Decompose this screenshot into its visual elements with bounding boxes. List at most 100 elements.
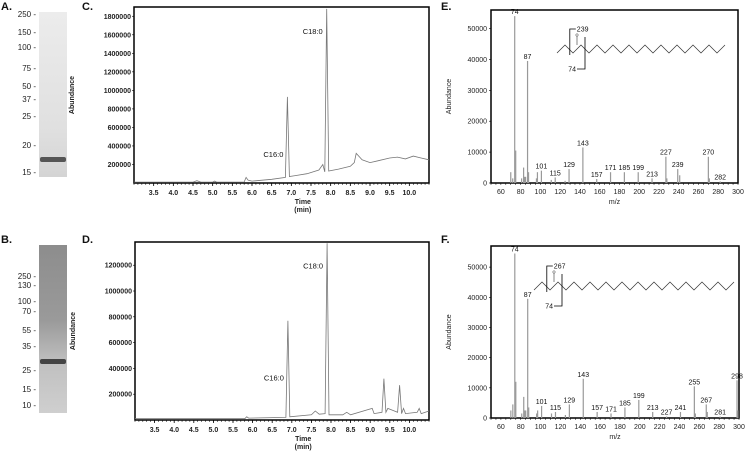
svg-text:Time: Time — [295, 199, 311, 206]
svg-text:9.5: 9.5 — [385, 427, 395, 434]
marker-label: 25 - — [22, 112, 36, 121]
svg-text:6.5: 6.5 — [267, 427, 277, 434]
svg-text:260: 260 — [693, 424, 705, 431]
svg-text:267: 267 — [700, 397, 712, 404]
svg-text:74: 74 — [511, 9, 519, 16]
svg-text:199: 199 — [633, 393, 645, 400]
svg-text:200: 200 — [633, 189, 645, 196]
svg-text:1200000: 1200000 — [104, 69, 131, 76]
svg-text:10.0: 10.0 — [403, 427, 417, 434]
svg-text:200000: 200000 — [109, 392, 132, 399]
svg-text:120: 120 — [555, 424, 567, 431]
svg-text:8.5: 8.5 — [345, 190, 355, 197]
svg-text:1600000: 1600000 — [104, 32, 131, 39]
svg-text:9.5: 9.5 — [385, 190, 395, 197]
svg-text:1800000: 1800000 — [104, 14, 131, 21]
svg-text:3.5: 3.5 — [149, 190, 159, 197]
svg-text:200: 200 — [634, 424, 646, 431]
panel-label-d: D. — [82, 234, 93, 246]
marker-label: 15 - — [22, 385, 36, 394]
svg-text:(min): (min) — [295, 444, 312, 451]
western-blot-a: 250 - 150 - 100 - 75 - 50 - 37 - 25 - 20 - 15 - — [0, 0, 80, 190]
svg-text:50000: 50000 — [468, 265, 488, 272]
marker-label: 150 - — [17, 28, 36, 37]
svg-text:157: 157 — [591, 405, 603, 412]
svg-text:Time: Time — [295, 436, 311, 443]
svg-text:74: 74 — [545, 304, 553, 311]
svg-text:199: 199 — [632, 165, 644, 172]
svg-text:143: 143 — [577, 140, 589, 147]
svg-text:800000: 800000 — [108, 106, 131, 113]
marker-label: 100 - — [17, 43, 36, 52]
svg-text:400000: 400000 — [108, 143, 131, 150]
blot-lane — [39, 245, 67, 413]
marker-label: 250 - — [17, 10, 36, 19]
marker-label: 20 - — [22, 141, 36, 150]
svg-text:160: 160 — [594, 424, 606, 431]
svg-text:40000: 40000 — [468, 295, 488, 302]
svg-text:Abundance: Abundance — [446, 314, 453, 350]
panel-label-b: B. — [1, 234, 12, 246]
svg-text:100: 100 — [535, 189, 547, 196]
svg-text:101: 101 — [536, 399, 548, 406]
svg-text:260: 260 — [693, 189, 705, 196]
svg-text:143: 143 — [577, 372, 589, 379]
marker-label: 70 - — [22, 307, 36, 316]
panel-label-a: A. — [1, 1, 12, 13]
svg-text:185: 185 — [619, 400, 631, 407]
svg-text:8.0: 8.0 — [326, 190, 336, 197]
svg-text:213: 213 — [647, 405, 659, 412]
svg-text:0: 0 — [483, 416, 487, 423]
marker-label: 25 - — [22, 366, 36, 375]
svg-text:4.5: 4.5 — [189, 427, 199, 434]
svg-text:C16:0: C16:0 — [264, 374, 284, 383]
svg-text:280: 280 — [712, 189, 724, 196]
svg-text:140: 140 — [574, 424, 586, 431]
svg-text:241: 241 — [675, 405, 687, 412]
svg-text:9.0: 9.0 — [365, 427, 375, 434]
svg-text:20000: 20000 — [468, 355, 488, 362]
svg-text:240: 240 — [674, 424, 686, 431]
svg-text:10000: 10000 — [468, 150, 488, 157]
svg-text:298: 298 — [731, 373, 743, 380]
marker-label: 15 - — [22, 168, 36, 177]
svg-text:185: 185 — [619, 165, 631, 172]
svg-text:50000: 50000 — [468, 26, 488, 33]
svg-text:1400000: 1400000 — [104, 51, 131, 58]
svg-text:220: 220 — [654, 424, 666, 431]
svg-text:1000000: 1000000 — [104, 88, 131, 95]
svg-text:80: 80 — [517, 189, 525, 196]
svg-text:1200000: 1200000 — [105, 263, 132, 270]
svg-text:129: 129 — [564, 397, 576, 404]
svg-text:171: 171 — [605, 165, 617, 172]
svg-text:0: 0 — [483, 181, 487, 188]
svg-text:6.5: 6.5 — [267, 190, 277, 197]
svg-text:74: 74 — [568, 67, 576, 74]
svg-text:10000: 10000 — [468, 385, 488, 392]
blot-lane — [39, 12, 67, 177]
svg-text:600000: 600000 — [108, 125, 131, 132]
svg-text:5.0: 5.0 — [208, 190, 218, 197]
svg-text:300: 300 — [732, 189, 744, 196]
svg-text:7.5: 7.5 — [307, 427, 317, 434]
svg-text:m/z: m/z — [609, 434, 621, 441]
svg-text:227: 227 — [661, 409, 673, 416]
svg-text:87: 87 — [524, 292, 532, 299]
marker-label: 75 - — [22, 64, 36, 73]
svg-text:239: 239 — [577, 27, 589, 34]
svg-text:8.5: 8.5 — [346, 427, 356, 434]
svg-text:180: 180 — [614, 189, 626, 196]
svg-text:C16:0: C16:0 — [263, 150, 283, 159]
svg-text:115: 115 — [550, 405, 561, 412]
marker-label: 10 - — [22, 401, 36, 410]
svg-text:5.5: 5.5 — [228, 427, 238, 434]
svg-text:255: 255 — [689, 379, 701, 386]
protein-band — [40, 157, 66, 162]
svg-text:3.5: 3.5 — [150, 427, 160, 434]
svg-text:30000: 30000 — [468, 88, 488, 95]
svg-text:400000: 400000 — [109, 366, 132, 373]
svg-text:30000: 30000 — [468, 325, 488, 332]
